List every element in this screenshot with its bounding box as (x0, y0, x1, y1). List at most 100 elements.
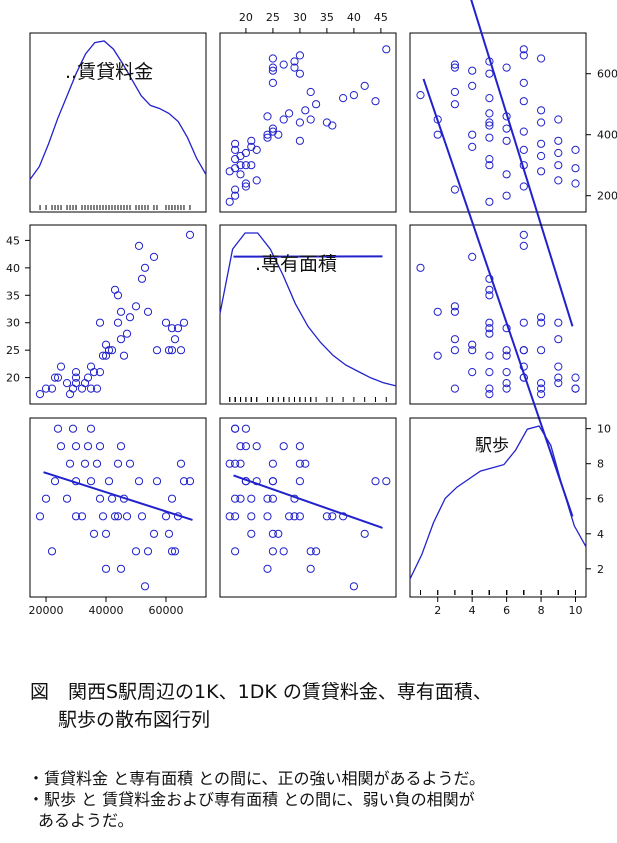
scatter-point-2-1-47 (382, 477, 391, 486)
scatter-point-1-0-19 (95, 368, 105, 377)
scatter-point-2-1-37 (360, 529, 369, 538)
scatter-point-0-1-28 (279, 115, 288, 124)
scatter-point-0-2-21 (433, 130, 442, 139)
scatter-point-1-2-46 (519, 318, 528, 327)
scatter-point-0-2-3 (519, 182, 528, 191)
tick-label-top-1-3: 35 (320, 11, 334, 24)
tick-label-right-0-0: 20000 (597, 190, 617, 203)
scatter-point-2-0-20 (98, 512, 108, 521)
tick-label-left-1-5: 45 (6, 234, 20, 247)
scatter-point-2-0-35 (140, 582, 150, 591)
scatter-point-0-1-48 (322, 118, 331, 127)
scatter-point-0-2-12 (485, 155, 494, 164)
scatter-point-0-2-35 (416, 91, 425, 100)
scatter-point-0-1-22 (274, 130, 283, 139)
scatter-point-2-0-32 (131, 547, 141, 556)
scatter-point-0-2-42 (502, 63, 511, 72)
scatter-point-1-2-27 (433, 307, 442, 316)
scatter-point-2-1-9 (236, 442, 245, 451)
density-curve-2 (409, 425, 587, 580)
variable-label-1: .専有面積 (255, 253, 337, 275)
scatter-point-0-1-7 (225, 167, 234, 176)
panel-frame-1-1 (219, 224, 397, 405)
scatter-point-2-1-26 (295, 459, 304, 468)
scatter-point-1-2-35 (416, 263, 425, 272)
scatter-point-1-2-25 (485, 285, 494, 294)
observation-notes: ・賃貸料金 と専有面積 との間に、正の強い相関があるようだ。 ・駅歩 と 賃貸料… (28, 768, 485, 831)
scatter-point-0-2-17 (468, 142, 477, 151)
scatter-point-2-0-26 (113, 459, 123, 468)
scatter-point-2-1-27 (306, 564, 315, 573)
panel-frame-2-0 (29, 417, 207, 598)
scatter-point-0-1-40 (268, 66, 277, 75)
density-curve-0 (29, 40, 207, 180)
scatter-point-2-0-27 (116, 564, 126, 573)
scatter-point-1-2-13 (537, 379, 546, 388)
scatter-point-2-1-32 (312, 547, 321, 556)
scatter-point-2-1-11 (247, 512, 256, 521)
scatter-point-2-1-20 (263, 512, 272, 521)
scatter-point-2-0-24 (107, 494, 117, 503)
panel-frame-0-0 (29, 32, 207, 213)
scatter-point-2-0-30 (122, 512, 132, 521)
scatter-point-1-0-40 (164, 346, 174, 355)
tick-label-bottom-0-0: 20000 (29, 604, 64, 617)
scatter-point-2-0-12 (77, 512, 87, 521)
scatter-point-2-0-38 (152, 477, 162, 486)
scatter-point-2-0-8 (68, 424, 78, 433)
tick-label-left-1-2: 30 (6, 317, 20, 330)
scatter-point-0-2-1 (502, 191, 511, 200)
scatter-point-1-2-31 (537, 313, 546, 322)
scatter-point-0-1-19 (247, 136, 256, 145)
tick-label-right-2-2: 6 (597, 493, 604, 506)
scatter-point-1-2-33 (519, 241, 528, 250)
scatter-point-1-0-26 (113, 318, 123, 327)
scatter-point-2-0-16 (86, 477, 96, 486)
scatter-point-1-0-1 (41, 384, 51, 393)
scatter-point-0-1-23 (268, 127, 277, 136)
scatter-point-1-2-4 (571, 373, 580, 382)
scatter-point-0-2-47 (519, 45, 528, 54)
scatter-point-2-1-35 (349, 582, 358, 591)
scatter-point-2-1-48 (322, 512, 331, 521)
scatter-point-0-2-32 (450, 100, 459, 109)
scatter-point-0-2-34 (485, 94, 494, 103)
scatter-point-1-0-12 (77, 384, 87, 393)
tick-label-bottom-0-2: 60000 (148, 604, 183, 617)
scatter-point-0-1-0 (225, 197, 234, 206)
scatter-point-1-2-49 (554, 318, 563, 327)
scatter-point-1-0-32 (131, 302, 141, 311)
scatter-point-2-1-38 (268, 477, 277, 486)
scatter-point-1-2-48 (485, 291, 494, 300)
scatter-point-0-2-20 (485, 133, 494, 142)
panel-frame-0-1 (219, 32, 397, 213)
scatter-point-2-1-13 (236, 459, 245, 468)
scatter-point-2-1-12 (231, 512, 240, 521)
scatter-point-1-2-18 (537, 384, 546, 393)
scatter-point-1-2-24 (502, 346, 511, 355)
scatter-point-0-2-31 (537, 106, 546, 115)
panel-frame-1-2 (409, 224, 587, 405)
scatter-point-2-1-40 (268, 529, 277, 538)
scatter-point-1-0-6 (62, 379, 72, 388)
scatter-point-0-2-6 (502, 170, 511, 179)
tick-label-top-1-1: 25 (266, 11, 280, 24)
scatter-point-1-0-49 (95, 318, 105, 327)
scatter-point-1-0-33 (134, 241, 144, 250)
scatter-point-1-0-42 (167, 324, 177, 333)
scatter-point-0-2-2 (450, 185, 459, 194)
scatter-point-0-1-1 (231, 191, 240, 200)
scatter-point-0-1-39 (295, 69, 304, 78)
density-curve-1 (219, 232, 397, 387)
scatter-point-0-2-36 (450, 87, 459, 97)
scatter-point-1-0-41 (167, 346, 177, 355)
scatter-point-1-2-11 (485, 368, 494, 377)
scatter-point-2-0-46 (179, 477, 189, 486)
scatter-point-0-1-5 (252, 176, 261, 185)
scatter-point-1-0-46 (179, 318, 189, 327)
scatter-point-2-0-49 (95, 442, 105, 451)
tick-label-right-0-2: 60000 (597, 68, 617, 81)
scatter-point-2-1-5 (252, 442, 261, 451)
scatter-point-1-2-43 (450, 335, 459, 344)
scatter-point-0-1-20 (263, 133, 272, 142)
